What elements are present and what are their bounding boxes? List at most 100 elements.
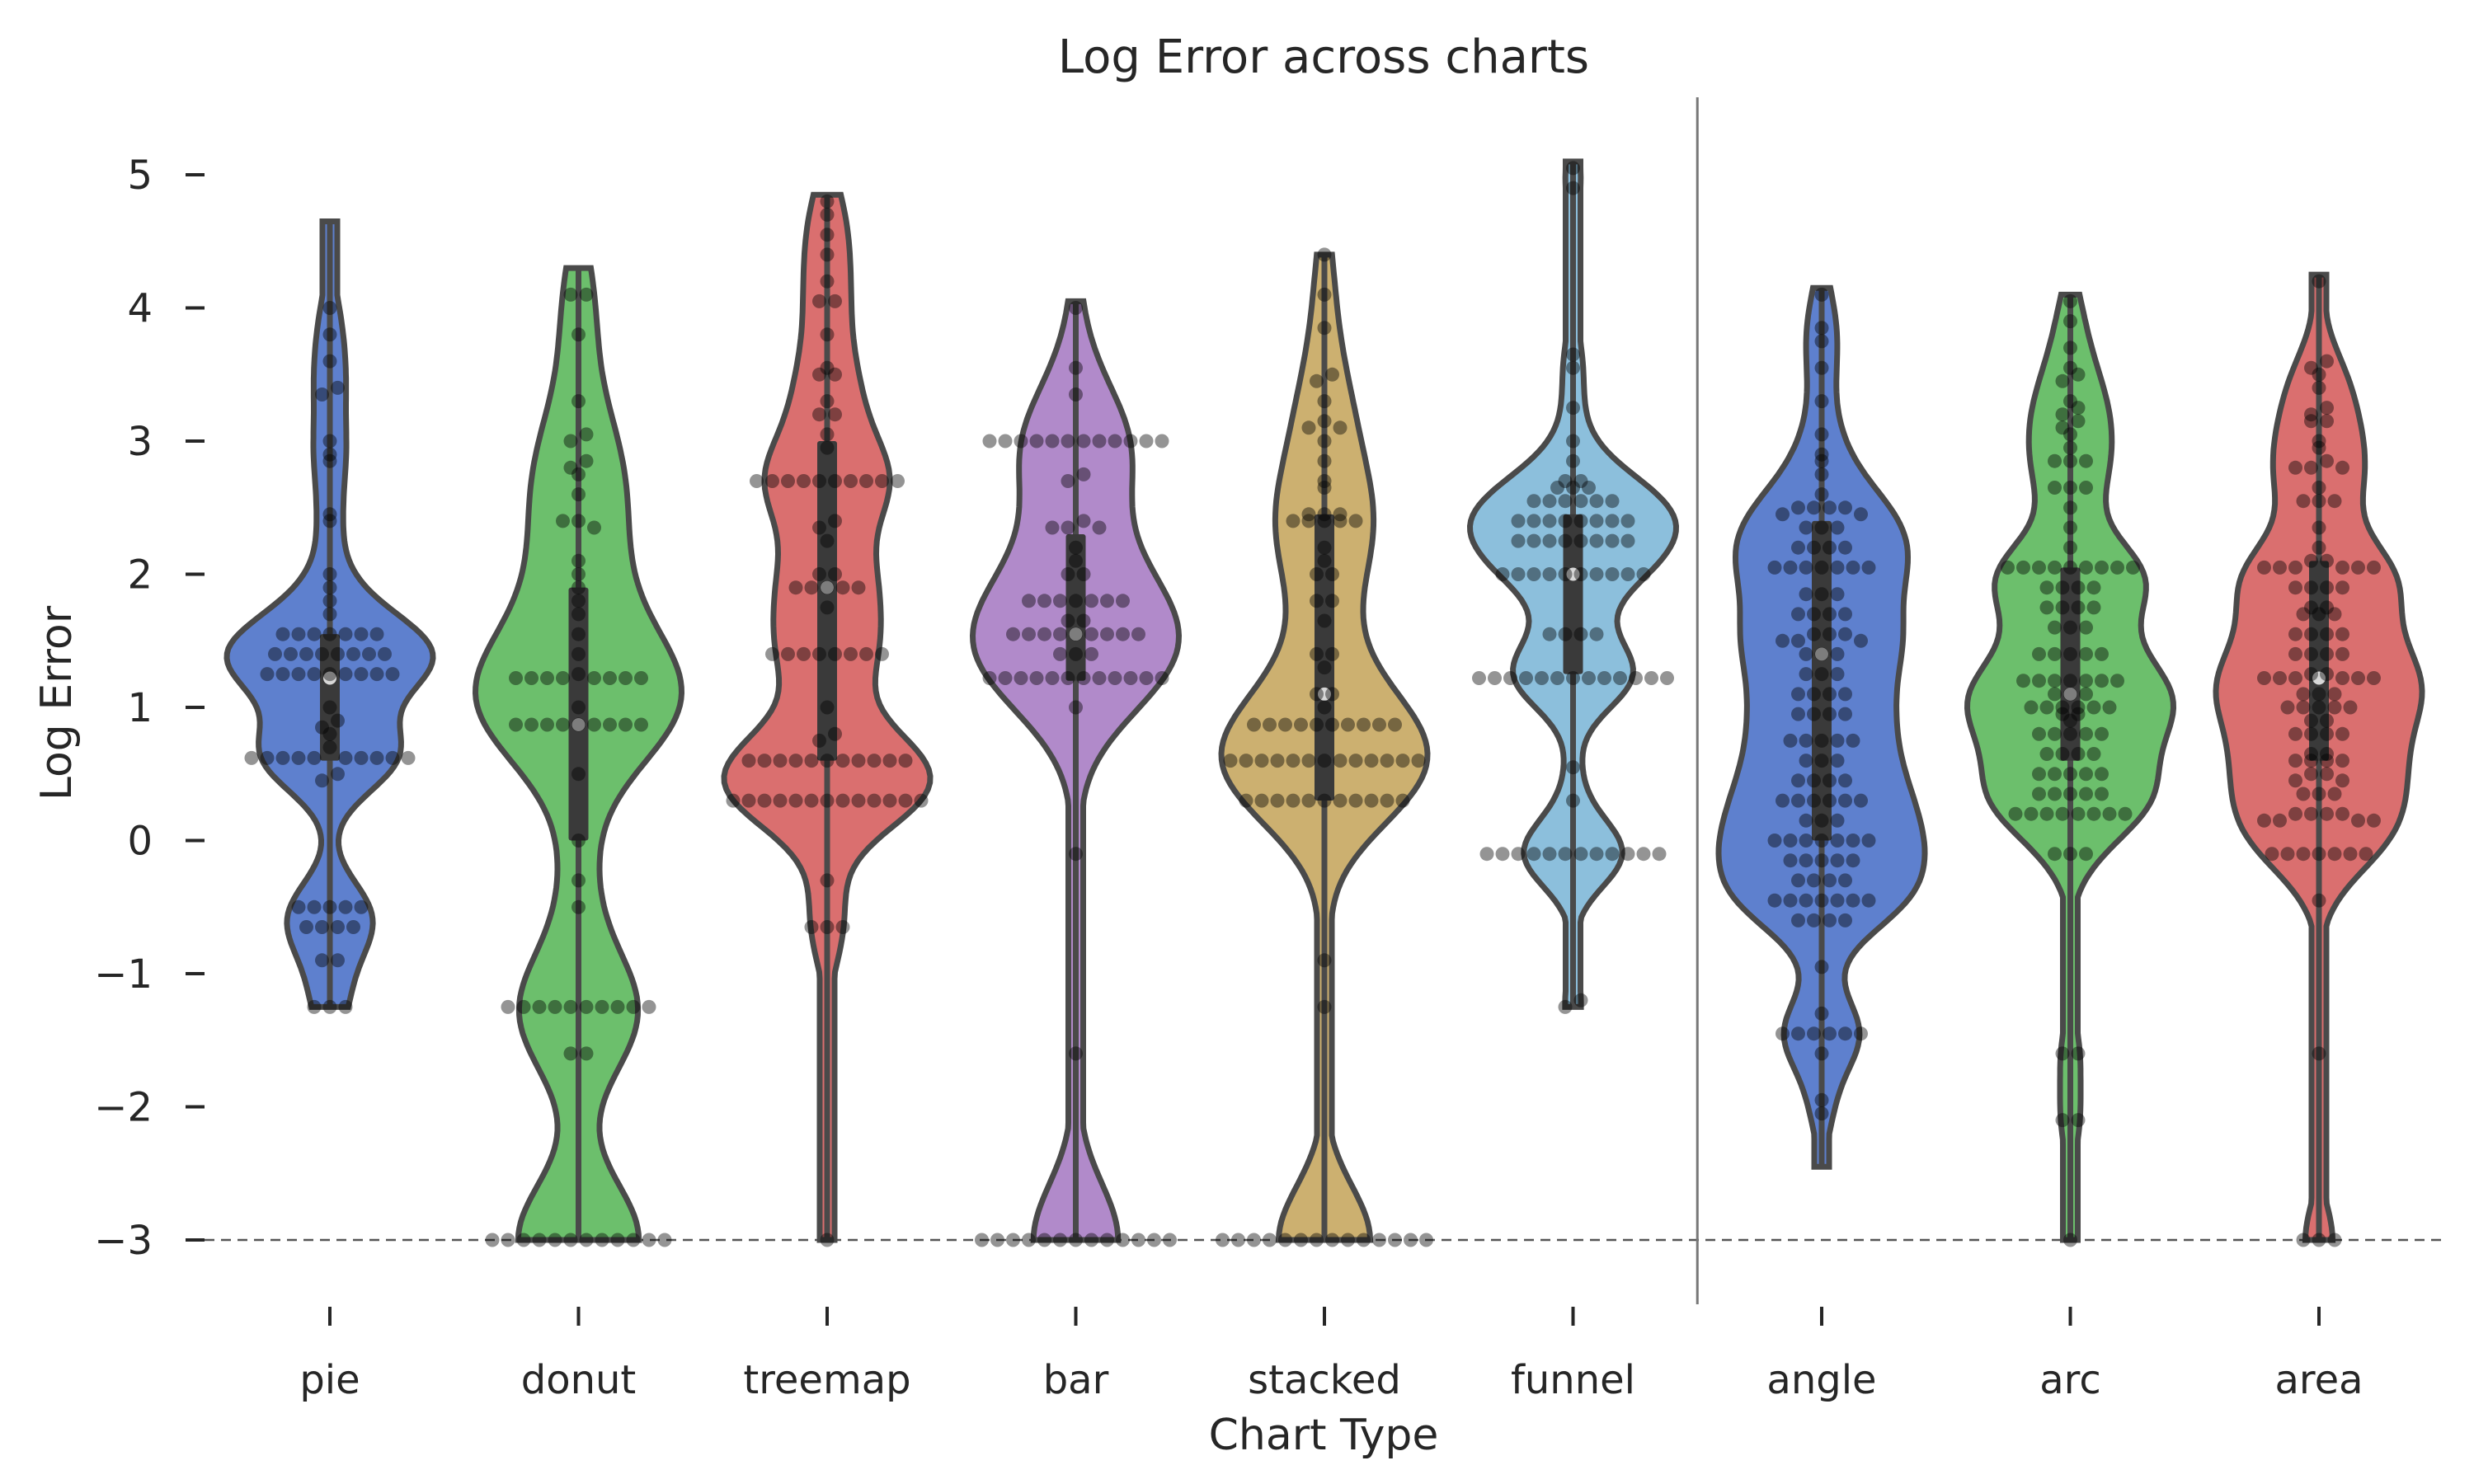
data-point [1014, 434, 1028, 448]
data-point [2280, 700, 2295, 715]
data-point [587, 671, 601, 685]
data-point [1807, 707, 1821, 721]
data-point [1823, 793, 1837, 808]
data-point [1566, 671, 1580, 685]
data-point [2071, 806, 2086, 821]
data-point [2063, 481, 2077, 495]
data-point [2335, 671, 2349, 685]
median-marker [571, 717, 586, 731]
data-point [2063, 620, 2077, 635]
data-point [1037, 594, 1051, 608]
data-point [1069, 1046, 1083, 1061]
data-point [331, 380, 345, 395]
data-point [2343, 847, 2358, 862]
data-point [875, 646, 889, 661]
data-point [1776, 507, 1790, 522]
x-axis-label: Chart Type [1209, 1411, 1439, 1460]
data-point [1799, 587, 1813, 602]
data-point [1620, 514, 1635, 528]
data-point [844, 646, 858, 661]
data-point [1807, 913, 1821, 928]
data-point [1823, 913, 1837, 928]
data-point [354, 750, 369, 765]
data-point [1629, 671, 1643, 685]
data-point [2071, 401, 2086, 416]
data-point [804, 754, 819, 768]
data-point [1573, 514, 1588, 528]
data-point [820, 360, 835, 375]
data-point [2048, 687, 2062, 702]
data-point [867, 754, 882, 768]
data-point [726, 793, 741, 808]
data-point [1061, 434, 1075, 448]
data-point [757, 793, 772, 808]
data-point [2304, 553, 2318, 568]
data-point [299, 646, 313, 661]
data-point [2320, 553, 2334, 568]
data-point [1838, 873, 1852, 888]
data-point [1838, 687, 1852, 702]
data-point [1636, 567, 1651, 581]
data-point [2304, 767, 2318, 782]
data-point [2048, 560, 2062, 575]
x-tick-label: arc [2039, 1357, 2100, 1403]
data-point [1037, 1233, 1051, 1247]
data-point [1814, 960, 1829, 974]
data-point [2320, 354, 2334, 369]
swarm-angle [1767, 287, 1876, 1121]
data-point [2288, 460, 2302, 475]
data-point [1029, 671, 1044, 685]
data-point [587, 717, 601, 732]
data-point [1317, 321, 1332, 336]
data-point [1838, 607, 1852, 622]
data-point [657, 1233, 672, 1247]
y-tick-label: 3 [127, 419, 153, 465]
data-point [2048, 481, 2062, 495]
data-point [1830, 646, 1845, 661]
x-tick-label: area [2274, 1357, 2363, 1403]
data-point [1846, 560, 1860, 575]
data-point [875, 474, 889, 488]
data-point [1317, 613, 1332, 628]
swarm-stacked [1216, 247, 1433, 1247]
data-point [1278, 717, 1292, 732]
data-point [556, 717, 570, 732]
data-point [2320, 667, 2334, 682]
y-axis-label: Log Error [32, 605, 82, 801]
data-point [338, 667, 353, 682]
data-point [2055, 806, 2070, 821]
data-point [1791, 707, 1805, 721]
median-marker [1566, 567, 1580, 581]
data-point [1069, 1233, 1083, 1247]
data-point [2102, 806, 2117, 821]
data-point [773, 754, 788, 768]
data-point [1310, 373, 1324, 388]
iqr-box [568, 587, 589, 841]
data-point [1045, 520, 1060, 535]
data-point [1838, 500, 1852, 515]
data-point [1372, 1233, 1386, 1247]
data-point [1799, 834, 1813, 848]
data-point [307, 750, 322, 765]
data-point [1861, 893, 1876, 908]
data-point [1123, 671, 1138, 685]
data-point [1814, 360, 1829, 375]
data-point [2320, 627, 2334, 641]
data-point [2312, 1046, 2326, 1061]
data-point [369, 750, 384, 765]
data-point [1357, 1233, 1371, 1247]
data-point [1317, 999, 1332, 1014]
data-point [2063, 646, 2077, 661]
data-point [773, 793, 788, 808]
data-point [1573, 494, 1588, 509]
data-point [1479, 847, 1494, 862]
data-point [2079, 787, 2093, 801]
data-point [2327, 700, 2342, 715]
data-point [2095, 646, 2109, 661]
chart-title: Log Error across charts [1058, 31, 1589, 84]
data-point [820, 920, 835, 934]
data-point [1139, 434, 1154, 448]
data-point [1069, 646, 1083, 661]
data-point [1488, 671, 1502, 685]
data-point [2320, 453, 2334, 468]
